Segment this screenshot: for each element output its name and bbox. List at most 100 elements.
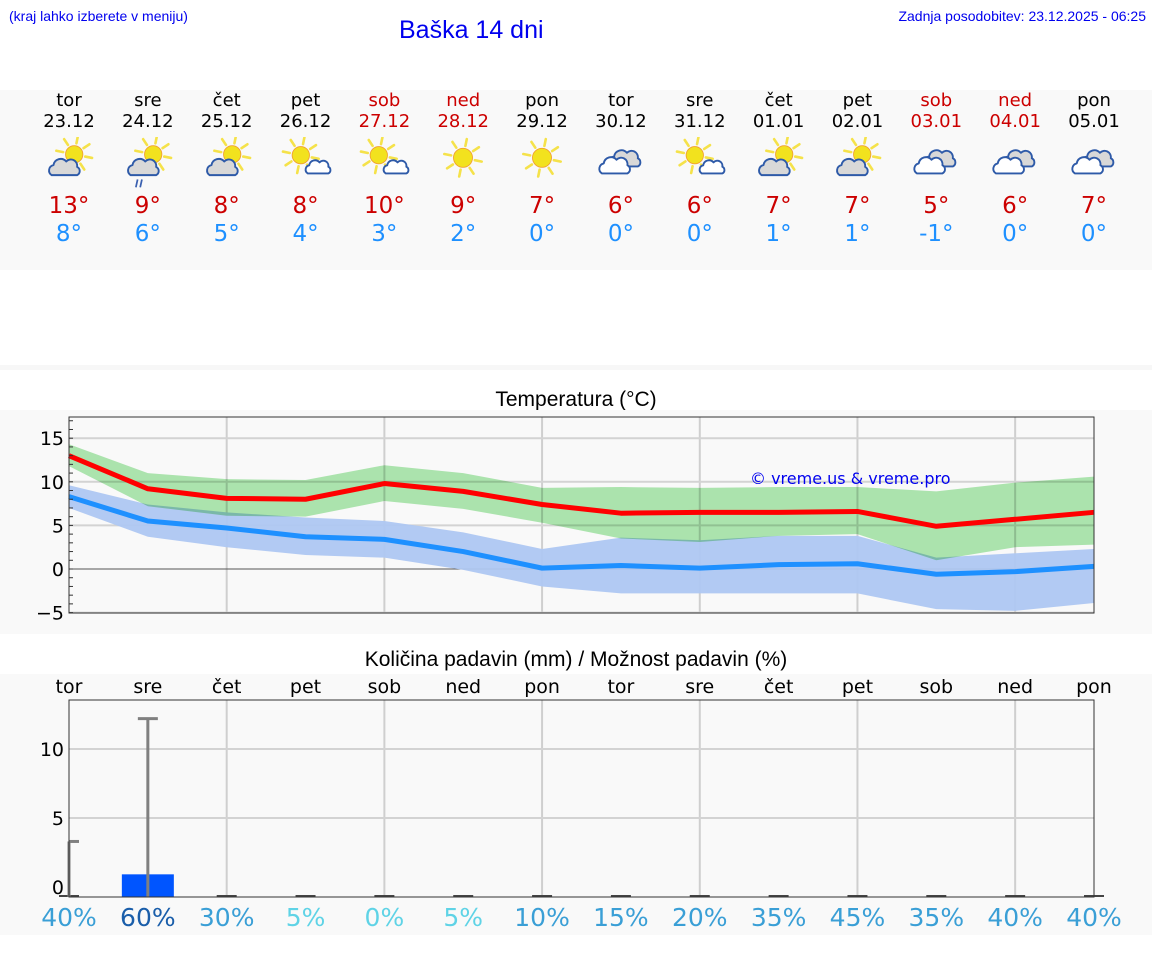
day-forecast: sre 31.12 6° 0° <box>660 90 740 248</box>
day-label: sre <box>685 676 714 698</box>
precip-chance-label: 30% <box>199 903 255 932</box>
day-label: pon <box>1076 676 1112 698</box>
cloudy-icon <box>1071 149 1115 175</box>
day-forecast: pon 05.01 7° 0° <box>1054 90 1134 248</box>
cloudy-icon <box>913 149 957 175</box>
partly-cloudy-icon <box>757 137 803 177</box>
max-temperature: 9° <box>450 193 477 219</box>
day-name: sob <box>368 90 401 111</box>
temperature-chart-title: Temperatura (°C) <box>495 388 657 411</box>
min-temperature: 0° <box>1080 221 1108 247</box>
mostly-sunny-icon <box>360 137 410 175</box>
day-forecast: ned 04.01 6° 0° <box>975 90 1055 248</box>
min-temperature: 1° <box>844 221 871 247</box>
precip-chance-label: 0% <box>365 903 405 932</box>
min-temperature: 6° <box>134 221 161 247</box>
max-temperature: 9° <box>134 193 161 219</box>
day-forecast: čet 25.12 8° 5° <box>187 90 267 248</box>
y-tick-label: 0 <box>52 877 64 899</box>
precip-chance-label: 40% <box>987 903 1043 932</box>
min-temperature: 8° <box>55 221 83 247</box>
copyright-watermark: © vreme.us & vreme.pro <box>750 469 951 488</box>
min-temperature: 2° <box>450 221 477 247</box>
min-temperature: 4° <box>292 221 319 247</box>
y-tick-label: 15 <box>40 428 64 450</box>
daily-forecast-strip: tor 23.12 13° 8° sre 24.12 9° 6° čet 25.… <box>0 90 1152 270</box>
day-label: čet <box>212 676 242 698</box>
precip-chance-label: 60% <box>120 903 176 932</box>
cloudy-icon <box>598 149 642 175</box>
precip-chance-label: 45% <box>830 903 886 932</box>
y-tick-label: 10 <box>40 472 64 494</box>
cloudy-icon <box>992 149 1036 175</box>
day-name: pon <box>1077 90 1111 111</box>
max-temperature: 5° <box>923 193 950 219</box>
day-name: pon <box>525 90 559 111</box>
max-temperature: 8° <box>213 193 240 219</box>
min-temperature: 0° <box>686 221 713 247</box>
day-label: čet <box>764 676 794 698</box>
day-label: sob <box>368 676 402 698</box>
partly-cloudy-icon <box>205 137 252 177</box>
partly-cloudy-icon <box>836 137 882 177</box>
precip-chance-label: 10% <box>514 903 570 932</box>
max-temperature: 7° <box>1080 193 1108 219</box>
max-temperature: 7° <box>844 193 871 219</box>
day-forecast: sob 27.12 10° 3° <box>344 90 424 248</box>
day-date: 24.12 <box>122 111 174 132</box>
day-forecast: pet 02.01 7° 1° <box>817 90 897 248</box>
day-date: 26.12 <box>279 111 332 132</box>
day-label: sob <box>920 676 954 698</box>
precip-chance-label: 40% <box>1066 903 1122 932</box>
min-temperature: 1° <box>765 221 792 247</box>
day-label: tor <box>56 676 83 698</box>
precip-chance-label: 5% <box>443 903 483 932</box>
day-date: 04.01 <box>989 111 1041 132</box>
day-label: ned <box>445 676 481 698</box>
day-label: sre <box>133 676 162 698</box>
precip-chance-label: 20% <box>672 903 728 932</box>
day-name: sre <box>134 90 162 111</box>
precip-chance-label: 15% <box>593 903 649 932</box>
day-label: pet <box>290 676 321 698</box>
location-menu-hint[interactable]: (kraj lahko izberete v meniju) <box>9 8 188 24</box>
day-forecast: ned 28.12 9° 2° <box>423 90 503 248</box>
last-update-timestamp: Zadnja posodobitev: 23.12.2025 - 06:25 <box>898 8 1146 24</box>
day-name: pet <box>842 90 873 111</box>
day-date: 03.01 <box>910 111 963 132</box>
sunny-icon <box>443 137 484 178</box>
day-forecast: pet 26.12 8° 4° <box>266 90 346 248</box>
y-tick-label: −5 <box>36 603 64 625</box>
sunny-icon <box>522 137 563 178</box>
min-temperature: 0° <box>1002 221 1029 247</box>
mostly-sunny-icon <box>281 137 331 175</box>
y-tick-label: 5 <box>52 808 64 830</box>
min-temperature: 0° <box>528 221 556 247</box>
max-temperature: 8° <box>292 193 319 219</box>
day-forecast: čet 01.01 7° 1° <box>739 90 819 248</box>
day-date: 02.01 <box>831 111 884 132</box>
day-name: sob <box>920 90 953 111</box>
day-label: pon <box>524 676 560 698</box>
precipitation-chart-title: Količina padavin (mm) / Možnost padavin … <box>364 648 788 671</box>
day-date: 05.01 <box>1068 111 1120 132</box>
max-temperature: 10° <box>363 193 405 219</box>
day-label: pet <box>842 676 873 698</box>
day-date: 23.12 <box>43 111 95 132</box>
day-date: 27.12 <box>358 111 411 132</box>
page-title: Baška 14 dni <box>399 16 544 44</box>
max-temperature: 13° <box>48 193 90 219</box>
day-date: 28.12 <box>437 111 489 132</box>
divider <box>0 365 1152 370</box>
min-temperature: 0° <box>607 221 634 247</box>
day-date: 29.12 <box>516 111 568 132</box>
day-date: 30.12 <box>595 111 647 132</box>
max-temperature: 7° <box>765 193 792 219</box>
day-name: ned <box>446 90 481 111</box>
precip-chance-label: 35% <box>751 903 807 932</box>
day-date: 01.01 <box>752 111 805 132</box>
y-tick-label: 5 <box>52 515 64 537</box>
day-forecast: sob 03.01 5° -1° <box>896 90 976 248</box>
day-name: tor <box>608 90 634 111</box>
